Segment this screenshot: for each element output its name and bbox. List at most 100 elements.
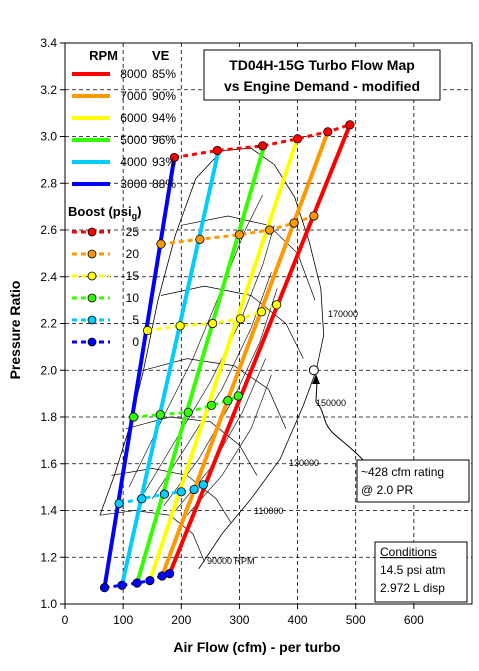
- marker-0psi-2: [132, 578, 142, 588]
- legend-boost-marker-10: [87, 293, 97, 303]
- series-line-4000-rpm: [120, 148, 221, 588]
- annotation-arrow: [315, 375, 364, 461]
- x-tick-label-0: 0: [62, 613, 69, 627]
- conditions-box: Conditions 14.5 psi atm 2.972 L disp: [374, 541, 468, 603]
- rpm-series-lines: [102, 122, 352, 590]
- marker-0psi-5: [165, 569, 175, 579]
- chart-title-box: TD04H-15G Turbo Flow Map vs Engine Deman…: [203, 49, 441, 101]
- legend-ve-label-7000: 90%: [152, 89, 176, 103]
- y-tick-label-1.2: 1.2: [40, 550, 57, 564]
- x-tick-label-100: 100: [113, 613, 133, 627]
- y-tick-label-3.4: 3.4: [40, 36, 57, 50]
- y-axis-title: Pressure Ratio: [7, 281, 23, 380]
- legend-rpm-label-8000: 8000: [120, 67, 147, 81]
- marker-0psi-3: [145, 576, 155, 586]
- legend-boost-label-10: 10: [126, 291, 140, 305]
- boost-line-0-psi: [104, 572, 171, 590]
- marker-10psi-4: [223, 396, 233, 406]
- annotation-line-2: @ 2.0 PR: [361, 483, 414, 497]
- rating-point-marker: [308, 365, 319, 376]
- legend-rpm-label-4000: 4000: [120, 155, 147, 169]
- marker-15psi-3: [235, 314, 246, 324]
- marker-15psi-0: [142, 325, 153, 336]
- speed-label-130000: 130000: [289, 458, 319, 468]
- legend-rpm-header: RPM: [89, 48, 118, 63]
- series-line-5000-rpm: [135, 148, 265, 585]
- legend-boost-label-5: 5: [132, 313, 139, 327]
- marker-20psi-3: [265, 225, 275, 235]
- marker-15psi-4: [256, 307, 267, 317]
- boost-legend: Boost (psig) 25 20 15 10 5 0: [68, 204, 141, 349]
- legend-boost-header-main: Boost (psi: [68, 204, 132, 219]
- legend-rpm-label-7000: 7000: [120, 89, 147, 103]
- marker-25psi-0: [169, 152, 179, 163]
- x-axis-title: Air Flow (cfm) - per turbo: [173, 639, 340, 655]
- series-line-7000-rpm: [160, 129, 330, 578]
- legend-ve-header: VE: [152, 48, 170, 63]
- speed-label-110000: 110000: [254, 506, 283, 516]
- legend-rpm-label-6000: 6000: [120, 111, 147, 125]
- marker-20psi-0: [156, 239, 166, 249]
- y-tick-label-1.6: 1.6: [40, 457, 57, 471]
- y-tick-label-2.6: 2.6: [40, 223, 57, 237]
- legend-boost-marker-5: [87, 315, 97, 325]
- marker-20psi-5: [309, 211, 319, 221]
- axes: 0 100 200 300 400 500 6001.01.21.41.61.82.02.2…: [40, 36, 473, 627]
- legend-ve-label-6000: 94%: [152, 111, 176, 125]
- marker-20psi-4: [289, 218, 299, 228]
- marker-0psi-1: [117, 580, 127, 590]
- marker-10psi-3: [206, 400, 217, 410]
- y-tick-label-1.4: 1.4: [40, 504, 57, 518]
- speed-line-2: [125, 416, 258, 476]
- legend-ve-label-5000: 96%: [152, 133, 176, 147]
- conditions-heading: Conditions: [380, 545, 437, 559]
- rating-annotation: ~428 cfm rating @ 2.0 PR: [312, 374, 470, 503]
- marker-5psi-3: [176, 487, 186, 497]
- marker-5psi-5: [198, 480, 208, 490]
- marker-25psi-2: [258, 141, 268, 151]
- legend-boost-marker-15: [87, 271, 97, 281]
- chart-title-line-1: TD04H-15G Turbo Flow Map: [229, 57, 415, 73]
- marker-20psi-2: [234, 230, 245, 240]
- y-tick-label-2.2: 2.2: [40, 317, 57, 331]
- marker-10psi-2: [183, 407, 193, 417]
- x-tick-label-400: 400: [288, 613, 308, 627]
- annotation-box: [356, 459, 470, 503]
- efficiency-island-3: [175, 358, 266, 511]
- legend-rpm-label-3000: 3000: [120, 177, 147, 191]
- legend-boost-marker-0: [87, 337, 97, 347]
- annotation-arrowhead: [312, 374, 320, 384]
- y-tick-label-1.0: 1.0: [40, 597, 57, 611]
- annotation-line-1: ~428 cfm rating: [361, 465, 444, 479]
- legend-boost-header-sub: g: [132, 211, 138, 221]
- legend-boost-marker-20: [87, 249, 97, 259]
- speed-line-labels: 170000 150000 130000 110000 90000 RPM: [207, 309, 358, 566]
- marker-5psi-1: [137, 494, 147, 504]
- marker-5psi-2: [159, 489, 170, 499]
- x-tick-label-300: 300: [229, 613, 249, 627]
- chart-title-border: [203, 49, 441, 101]
- marker-20psi-1: [195, 234, 205, 244]
- y-tick-label-3.0: 3.0: [40, 130, 57, 144]
- legend-boost-header: Boost (psig): [68, 204, 141, 221]
- marker-0psi-4: [157, 571, 167, 581]
- choke-line: [198, 241, 325, 570]
- marker-5psi-4: [189, 484, 199, 495]
- y-tick-label-1.8: 1.8: [40, 410, 57, 424]
- series-line-6000-rpm: [147, 139, 299, 583]
- surge-line: [99, 147, 310, 516]
- y-tick-label-2.4: 2.4: [40, 270, 57, 284]
- y-tick-label-2.0: 2.0: [40, 363, 57, 377]
- speed-label-150000: 150000: [316, 398, 346, 408]
- legend-ve-label-4000: 93%: [152, 155, 176, 169]
- speed-label-170000: 170000: [328, 309, 358, 319]
- marker-25psi-1: [212, 145, 222, 156]
- legend-boost-label-0: 0: [132, 335, 139, 349]
- legend-boost-marker-25: [87, 227, 97, 237]
- marker-25psi-4: [323, 127, 333, 137]
- boost-line-25-psi: [174, 123, 351, 159]
- y-tick-label-3.2: 3.2: [40, 83, 57, 97]
- chart-title-line-2: vs Engine Demand - modified: [224, 78, 420, 94]
- marker-10psi-1: [155, 410, 165, 420]
